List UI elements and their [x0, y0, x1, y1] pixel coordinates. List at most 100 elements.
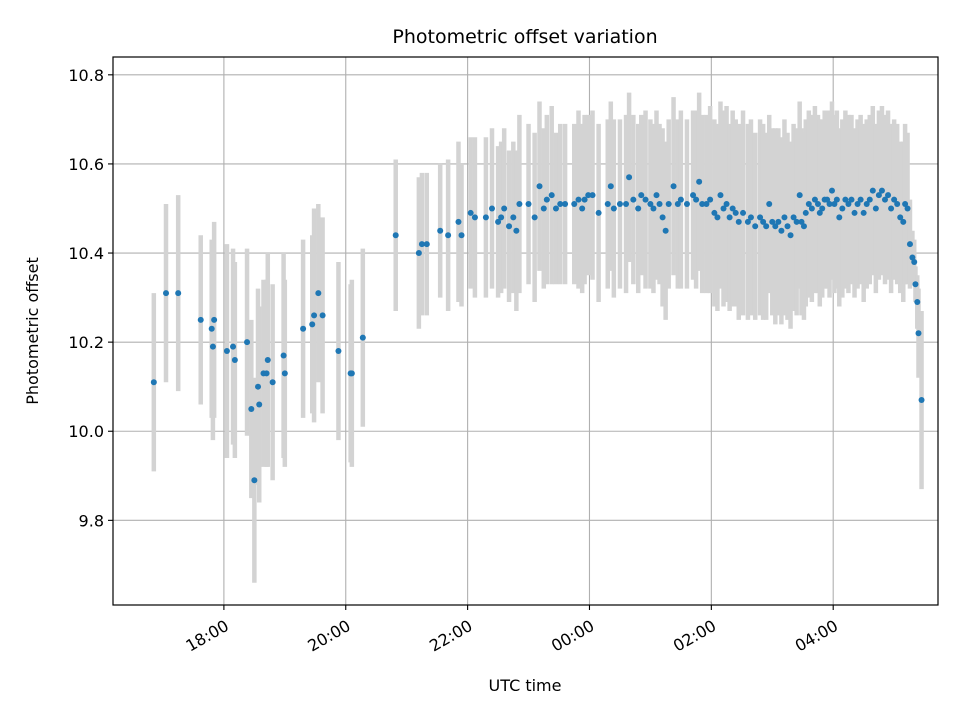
data-point: [623, 201, 630, 208]
data-point: [251, 477, 258, 484]
data-point: [423, 241, 430, 248]
data-point: [150, 379, 157, 386]
data-point: [836, 214, 843, 221]
data-point: [525, 201, 532, 208]
x-axis: 18:00 20:00 22:00 00:00 02:00 04:00: [182, 605, 841, 656]
data-point: [269, 379, 276, 386]
data-point: [501, 205, 508, 212]
data-point: [607, 183, 614, 190]
data-point: [793, 218, 800, 225]
data-point: [885, 192, 892, 199]
data-point: [536, 183, 543, 190]
data-point: [455, 218, 462, 225]
data-point: [595, 209, 602, 216]
data-point: [604, 201, 611, 208]
data-point: [760, 218, 767, 225]
data-point: [471, 214, 478, 221]
y-tick-label: 9.8: [79, 511, 104, 530]
data-point: [918, 397, 925, 404]
data-point: [348, 370, 355, 377]
data-point: [826, 201, 833, 208]
data-point: [802, 209, 809, 216]
data-point: [647, 201, 654, 208]
data-point: [772, 223, 779, 230]
data-point: [638, 192, 645, 199]
data-point: [839, 205, 846, 212]
data-point: [495, 218, 502, 225]
data-point: [805, 201, 812, 208]
data-point: [650, 205, 657, 212]
data-point: [747, 214, 754, 221]
data-point: [231, 356, 238, 363]
data-point: [506, 223, 513, 230]
data-markers: [150, 174, 925, 484]
data-point: [800, 223, 807, 230]
data-point: [548, 192, 555, 199]
data-point: [912, 281, 919, 288]
data-point: [531, 214, 538, 221]
data-point: [888, 205, 895, 212]
data-point: [516, 201, 523, 208]
y-tick-label: 10.2: [68, 333, 104, 352]
data-point: [579, 205, 586, 212]
data-point: [418, 241, 425, 248]
data-point: [811, 196, 818, 203]
data-point: [828, 187, 835, 194]
data-point: [642, 196, 649, 203]
data-point: [711, 209, 718, 216]
data-point: [552, 205, 559, 212]
x-tick-label: 02:00: [670, 616, 719, 656]
data-point: [717, 192, 724, 199]
data-point: [562, 201, 569, 208]
data-point: [319, 312, 326, 319]
data-point: [309, 321, 316, 328]
data-point: [670, 183, 677, 190]
data-point: [311, 312, 318, 319]
data-point: [693, 196, 700, 203]
data-point: [851, 209, 858, 216]
data-point: [816, 209, 823, 216]
data-point: [264, 356, 271, 363]
data-point: [902, 201, 909, 208]
data-point: [513, 227, 520, 234]
x-tick-label: 00:00: [548, 616, 597, 656]
data-point: [848, 196, 855, 203]
data-point: [796, 192, 803, 199]
data-point: [814, 201, 821, 208]
data-point: [230, 343, 237, 350]
y-axis-label: Photometric offset: [23, 257, 42, 405]
data-point: [223, 348, 230, 355]
data-point: [766, 201, 773, 208]
data-point: [482, 214, 489, 221]
data-point: [575, 196, 582, 203]
data-point: [467, 209, 474, 216]
data-point: [854, 201, 861, 208]
data-point: [256, 401, 263, 408]
data-point: [571, 201, 578, 208]
data-point: [778, 227, 785, 234]
data-point: [787, 232, 794, 239]
y-tick-label: 10.8: [68, 66, 104, 85]
data-point: [904, 205, 911, 212]
data-point: [498, 214, 505, 221]
data-point: [824, 196, 831, 203]
data-point: [616, 201, 623, 208]
y-axis: 9.8 10.0 10.2 10.4 10.6 10.8: [68, 66, 113, 530]
data-point: [833, 196, 840, 203]
data-point: [875, 192, 882, 199]
data-point: [891, 196, 898, 203]
data-point: [510, 214, 517, 221]
data-point: [744, 218, 751, 225]
data-point: [359, 334, 366, 341]
data-point: [897, 214, 904, 221]
data-point: [557, 201, 564, 208]
data-point: [696, 178, 703, 185]
data-point: [819, 205, 826, 212]
x-axis-label: UTC time: [489, 676, 562, 695]
data-point: [798, 218, 805, 225]
plot-frame: [112, 56, 939, 606]
data-point: [906, 241, 913, 248]
data-point: [866, 196, 873, 203]
data-point: [335, 348, 342, 355]
data-point: [729, 205, 736, 212]
